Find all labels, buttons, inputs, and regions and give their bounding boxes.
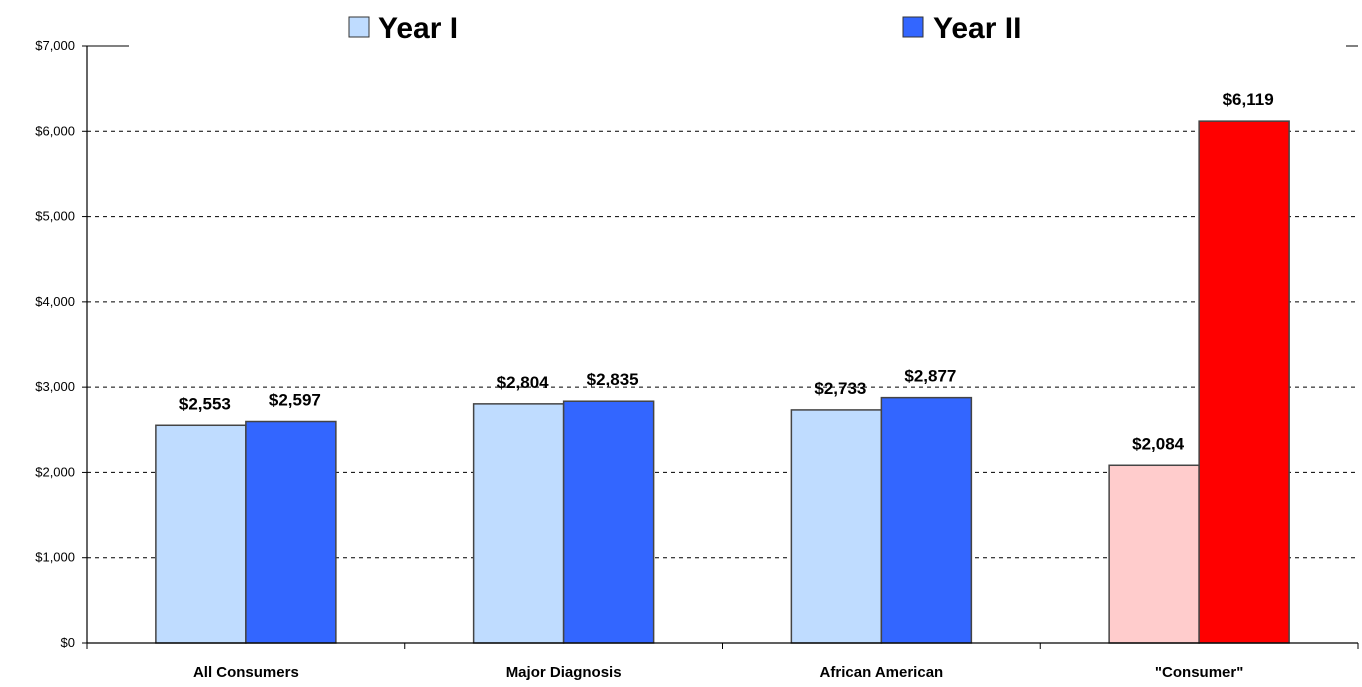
bar bbox=[790, 409, 883, 644]
y-tick-label: $5,000 bbox=[35, 209, 75, 224]
x-tick-label: "Consumer" bbox=[1155, 664, 1243, 681]
y-tick-label: $6,000 bbox=[35, 123, 75, 138]
y-tick-label: $2,000 bbox=[35, 464, 75, 479]
x-tick-label: All Consumers bbox=[193, 664, 299, 681]
legend-label-year-2: Year II bbox=[933, 12, 1021, 45]
data-label: $2,733 bbox=[814, 379, 866, 398]
data-label: $6,119 bbox=[1223, 90, 1274, 109]
bar bbox=[1108, 464, 1200, 644]
x-tick-label: African American bbox=[820, 664, 944, 681]
y-ticks: $0 $1,000 $2,000 $3,000 $4,000 $5,000 $6,000 $7… bbox=[35, 38, 87, 650]
bar bbox=[562, 400, 655, 644]
y-tick-label: $4,000 bbox=[35, 294, 75, 309]
bar bbox=[245, 420, 337, 644]
bars bbox=[155, 120, 1290, 644]
legend: Year I Year II bbox=[348, 12, 1021, 45]
data-label: $2,553 bbox=[179, 394, 231, 413]
bar bbox=[880, 396, 973, 644]
legend-swatch-year-1 bbox=[348, 16, 370, 38]
data-labels: $2,553 $2,597 $2,804 $2,835 $2,733 $2,877 $2,0… bbox=[179, 90, 1274, 453]
y-tick-label: $3,000 bbox=[35, 379, 75, 394]
bar bbox=[1198, 120, 1290, 644]
y-tick-label: $0 bbox=[61, 635, 75, 650]
data-label: $2,597 bbox=[269, 391, 321, 410]
legend-swatch-year-2 bbox=[902, 16, 924, 38]
x-tick-label: Major Diagnosis bbox=[506, 664, 622, 681]
data-label: $2,084 bbox=[1132, 434, 1185, 453]
data-label: $2,877 bbox=[904, 367, 956, 386]
bar bbox=[155, 424, 247, 644]
legend-label-year-1: Year I bbox=[378, 12, 458, 45]
data-label: $2,835 bbox=[587, 370, 639, 389]
y-tick-label: $7,000 bbox=[35, 38, 75, 53]
data-label: $2,804 bbox=[497, 373, 550, 392]
x-tick-labels: All Consumers Major Diagnosis African Amer… bbox=[86, 643, 1359, 681]
bar bbox=[472, 403, 565, 644]
y-tick-label: $1,000 bbox=[35, 550, 75, 565]
